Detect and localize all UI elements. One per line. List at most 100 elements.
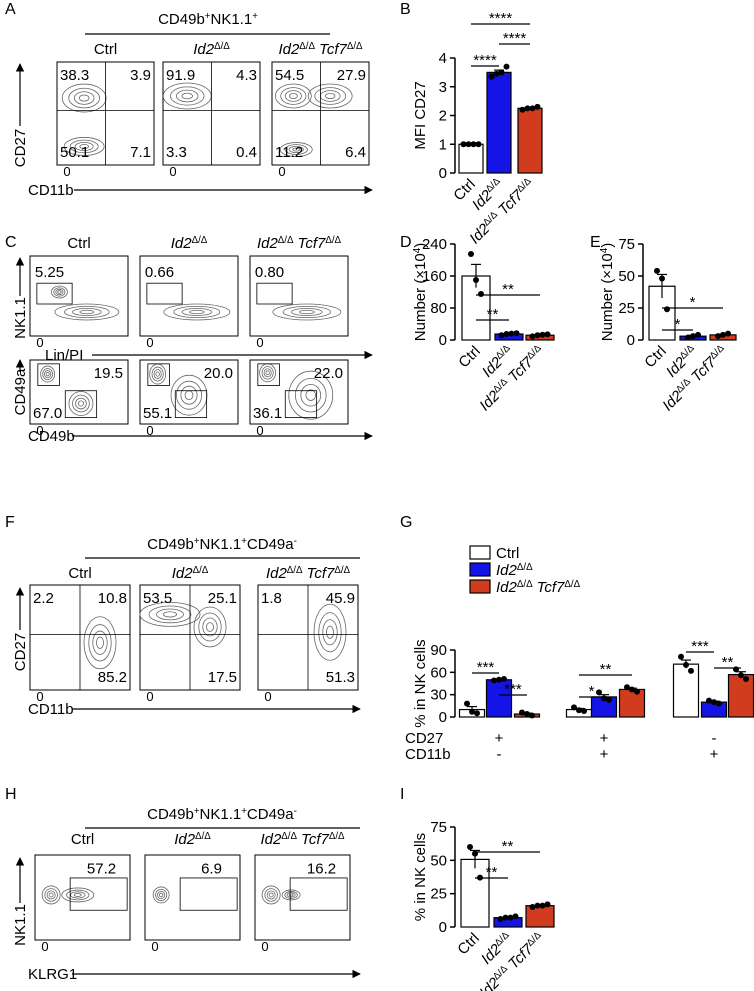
data-point: [534, 332, 541, 339]
contour: [181, 92, 193, 100]
text-part: +: [194, 536, 200, 547]
gate: [37, 363, 60, 386]
data-point: [624, 684, 630, 691]
axis-zero: 0: [169, 164, 176, 179]
data-point: [503, 331, 510, 337]
contour: [279, 142, 313, 157]
panel-title: CD49b+NK1.1+CD49a-: [147, 536, 297, 554]
x-tick-label: -: [712, 730, 717, 747]
plot-frame: [139, 255, 239, 337]
data-point: [529, 904, 536, 910]
population-percent: 0.80: [255, 264, 284, 281]
contour: [261, 885, 281, 905]
data-point: [493, 70, 500, 77]
genotype-label: Id2Δ/Δ: [174, 831, 211, 849]
population-percent: 91.9: [166, 67, 195, 84]
population-percent: 6.9: [201, 861, 222, 878]
contour: [300, 384, 322, 407]
contour: [170, 86, 205, 106]
data-point: [460, 141, 467, 148]
data-point: [519, 709, 525, 716]
text-part: Ctrl: [94, 41, 117, 58]
text-part: Tcf7: [307, 565, 335, 582]
y-axis-label: % in NK cells: [412, 639, 429, 727]
axis-zero: 0: [63, 164, 70, 179]
text-part: Id2: [260, 831, 282, 848]
contour: [72, 307, 102, 316]
data-point: [690, 333, 696, 340]
contour: [63, 137, 105, 156]
contour: [274, 83, 312, 109]
data-point: [467, 844, 473, 850]
contour: [198, 612, 222, 642]
population-percent: 5.25: [35, 264, 64, 281]
data-point: [659, 275, 665, 282]
text-part: Δ/Δ: [334, 565, 350, 576]
legend-swatch: [469, 562, 491, 577]
text-part: Δ/Δ: [347, 41, 363, 52]
gate: [64, 390, 98, 419]
data-point: [529, 333, 536, 340]
x-axis-label: CD11b: [28, 182, 74, 199]
plot-frame: [254, 854, 351, 941]
contour: [292, 147, 301, 152]
x-tick-label: -: [497, 746, 502, 763]
data-point: [507, 914, 514, 921]
contour: [96, 636, 104, 649]
population-percent: 3.3: [166, 144, 187, 161]
significance-label: **: [486, 864, 498, 881]
genotype-label: Id2Δ/Δ Tcf7Δ/Δ: [257, 235, 342, 253]
text-part: Ctrl: [71, 831, 94, 848]
row-label: CD11b: [405, 746, 451, 763]
text-part: -: [294, 536, 297, 547]
data-point: [695, 331, 701, 338]
text-part: Δ/Δ: [299, 41, 315, 52]
text-part: CD49b: [158, 11, 205, 28]
axis-zero: 0: [278, 164, 285, 179]
contour: [68, 391, 94, 416]
data-point: [711, 699, 717, 706]
plot-frame: [29, 255, 129, 337]
y-axis-label: Number (×104): [599, 243, 617, 341]
population-percent: 25.1: [208, 590, 237, 607]
x-tick-label: +: [600, 730, 609, 747]
contour: [282, 305, 332, 318]
text-part: Δ/Δ: [214, 41, 230, 52]
population-percent: 6.4: [345, 144, 366, 161]
x-tick-label: +: [710, 746, 719, 763]
contour: [73, 893, 82, 897]
data-point: [496, 676, 502, 683]
panel-letter: F: [5, 514, 15, 531]
y-tick-label: 50: [618, 268, 635, 285]
data-point: [664, 306, 670, 313]
bar: [618, 688, 646, 718]
text-part: -: [294, 806, 297, 817]
contour: [272, 303, 342, 321]
x-tick-label: Id2Δ/ΔTcf7Δ/Δ: [476, 342, 548, 414]
y-tick-label: 75: [618, 236, 635, 253]
gate: [69, 877, 128, 911]
plot-frame: [144, 854, 241, 941]
data-point: [502, 914, 509, 921]
text-part: Id2: [174, 831, 196, 848]
plot-frame: [249, 255, 349, 337]
data-point: [688, 667, 694, 674]
significance-label: **: [502, 838, 514, 855]
x-tick-label: +: [495, 730, 504, 747]
data-point: [498, 69, 505, 76]
panel-letter: D: [400, 234, 412, 251]
contour: [44, 888, 58, 902]
text-part: Ctrl: [67, 235, 90, 252]
genotype-label: Ctrl: [67, 235, 90, 252]
text-part: Ctrl: [496, 545, 519, 562]
data-point: [715, 333, 721, 340]
text-part: CD49a: [247, 536, 294, 553]
contour: [162, 611, 177, 618]
data-point: [634, 688, 640, 695]
text-part: Id2: [496, 579, 518, 596]
contour: [68, 87, 100, 109]
axis-zero: 0: [146, 423, 153, 438]
population-percent: 3.9: [130, 67, 151, 84]
panel-letter: G: [400, 514, 412, 531]
